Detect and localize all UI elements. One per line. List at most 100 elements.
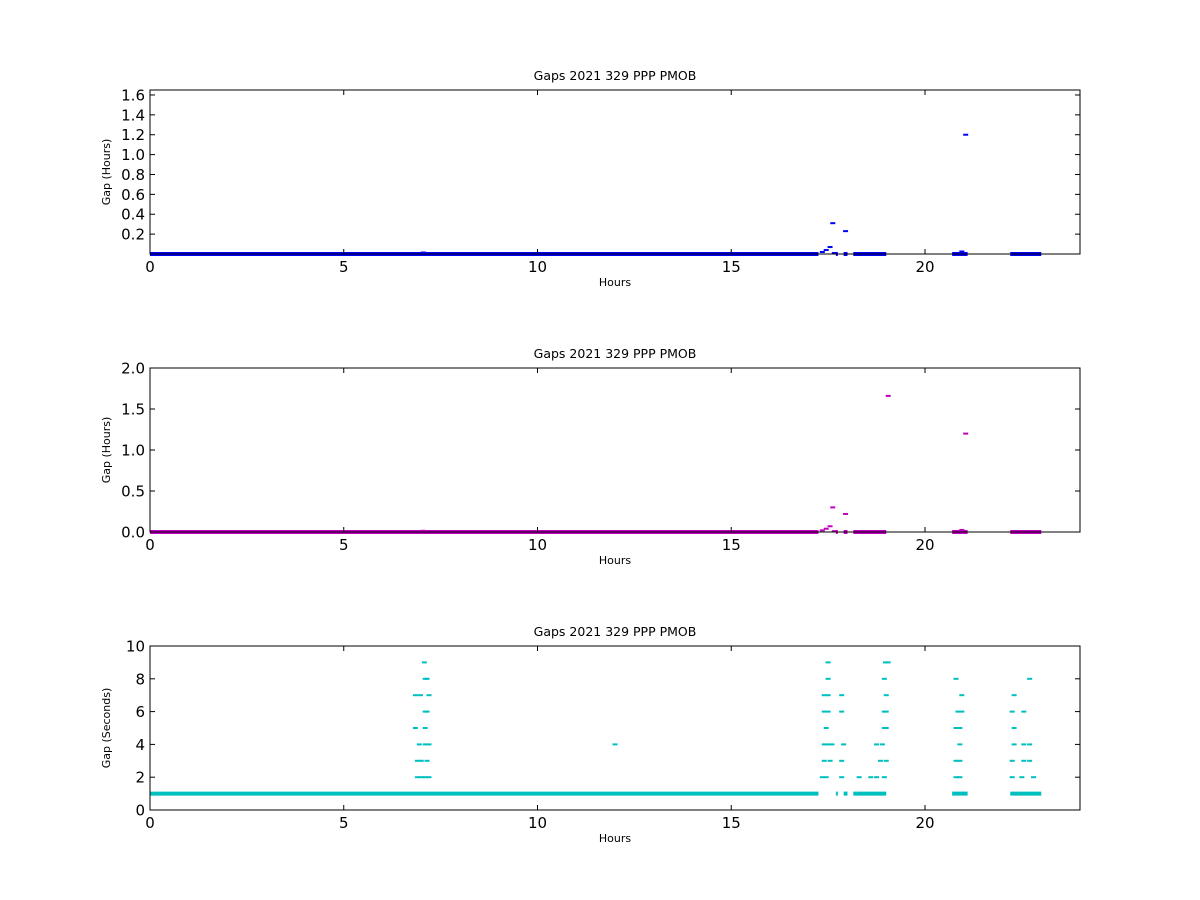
data-point xyxy=(868,776,874,779)
data-point xyxy=(830,506,836,509)
data-point xyxy=(821,710,827,713)
y-tick-label: 0.6 xyxy=(121,186,145,204)
data-point xyxy=(827,246,833,249)
y-tick-label: 0.0 xyxy=(121,524,145,542)
data-point xyxy=(830,222,836,225)
data-point xyxy=(422,776,428,779)
y-tick-label: 1.4 xyxy=(121,106,145,124)
data-point xyxy=(1027,743,1033,746)
x-tick-label: 20 xyxy=(915,536,934,554)
data-point xyxy=(963,432,969,435)
data-point xyxy=(825,677,831,680)
data-point xyxy=(1011,694,1017,697)
data-point xyxy=(827,525,833,528)
x-tick-label: 15 xyxy=(722,814,741,832)
y-tick-label: 0 xyxy=(135,802,145,820)
x-tick-label: 15 xyxy=(722,258,741,276)
data-point xyxy=(882,661,888,664)
data-point xyxy=(424,677,430,680)
data-point xyxy=(831,530,837,533)
data-point xyxy=(823,527,829,530)
data-point xyxy=(953,776,959,779)
y-axis-label: Gap (Seconds) xyxy=(100,688,113,769)
data-point xyxy=(420,251,426,254)
chart-title: Gaps 2021 329 PPP PMOB xyxy=(534,624,697,639)
data-point xyxy=(839,694,845,697)
data-point xyxy=(955,710,961,713)
data-point xyxy=(412,694,418,697)
chart-panel-2: Gaps 2021 329 PPP PMOB Hours Gap (Hours) 0 5… xyxy=(100,346,1081,567)
data-point xyxy=(831,252,837,255)
data-point xyxy=(883,710,889,713)
data-point xyxy=(819,529,825,532)
data-point xyxy=(418,776,424,779)
x-axis-label: Hours xyxy=(599,554,631,567)
data-point xyxy=(841,743,847,746)
data-point xyxy=(1021,759,1027,762)
y-tick-label: 6 xyxy=(135,703,145,721)
chart-panel-3: Gaps 2021 329 PPP PMOB Hours Gap (Seconds)… xyxy=(100,624,1081,845)
data-point xyxy=(959,694,965,697)
x-tick-label: 0 xyxy=(145,258,155,276)
data-point xyxy=(881,677,887,680)
plot-frame xyxy=(149,645,1081,811)
data-point xyxy=(1027,759,1033,762)
data-point xyxy=(821,694,827,697)
data-point xyxy=(959,250,965,253)
data-point xyxy=(957,727,963,729)
y-tick-label: 0.4 xyxy=(121,206,145,224)
y-tick-label: 10 xyxy=(126,638,145,656)
y-tick-label: 2.0 xyxy=(121,360,145,378)
data-point xyxy=(426,776,432,779)
y-tick-label: 0.2 xyxy=(121,226,145,244)
y-tick-label: 8 xyxy=(135,670,145,688)
data-point xyxy=(1021,710,1027,713)
data-point xyxy=(823,249,829,252)
y-tick-label: 1.0 xyxy=(121,442,145,460)
data-point xyxy=(416,743,422,746)
data-point xyxy=(1009,759,1015,762)
data-point xyxy=(957,776,963,779)
x-tick-label: 20 xyxy=(915,814,934,832)
data-point xyxy=(953,677,959,680)
data-point xyxy=(420,529,426,532)
data-point xyxy=(418,759,424,762)
data-point xyxy=(885,394,891,397)
y-axis-label: Gap (Hours) xyxy=(100,139,113,206)
data-point xyxy=(821,759,827,762)
x-axis-label: Hours xyxy=(599,832,631,845)
data-point xyxy=(839,710,845,713)
data-point xyxy=(819,776,825,779)
y-axis-label: Gap (Hours) xyxy=(100,417,113,484)
data-point xyxy=(1031,776,1036,779)
x-tick-label: 15 xyxy=(722,536,741,554)
data-point xyxy=(963,133,969,136)
y-tick-label: 1.5 xyxy=(121,401,145,419)
x-tick-label: 5 xyxy=(339,536,349,554)
x-tick-label: 20 xyxy=(915,258,934,276)
data-point xyxy=(823,776,829,779)
y-tick-label: 0.5 xyxy=(121,483,145,501)
data-point xyxy=(1011,743,1017,746)
y-tick-label: 0.8 xyxy=(121,166,145,184)
data-point xyxy=(412,727,418,729)
data-point xyxy=(825,710,831,713)
data-point xyxy=(877,759,883,762)
data-point xyxy=(883,759,889,762)
data-point xyxy=(417,694,423,697)
data-point xyxy=(821,743,827,746)
y-tick-label: 1.0 xyxy=(121,146,145,164)
data-point xyxy=(953,759,959,762)
data-point xyxy=(839,776,845,779)
x-tick-label: 10 xyxy=(528,814,547,832)
data-point xyxy=(829,743,835,746)
data-point xyxy=(959,710,965,713)
data-point xyxy=(839,759,845,762)
data-point xyxy=(1027,677,1033,680)
data-point xyxy=(426,743,432,746)
data-point xyxy=(424,759,430,762)
x-tick-label: 10 xyxy=(528,258,547,276)
plot-frame xyxy=(149,89,1081,255)
data-point xyxy=(1021,743,1027,746)
